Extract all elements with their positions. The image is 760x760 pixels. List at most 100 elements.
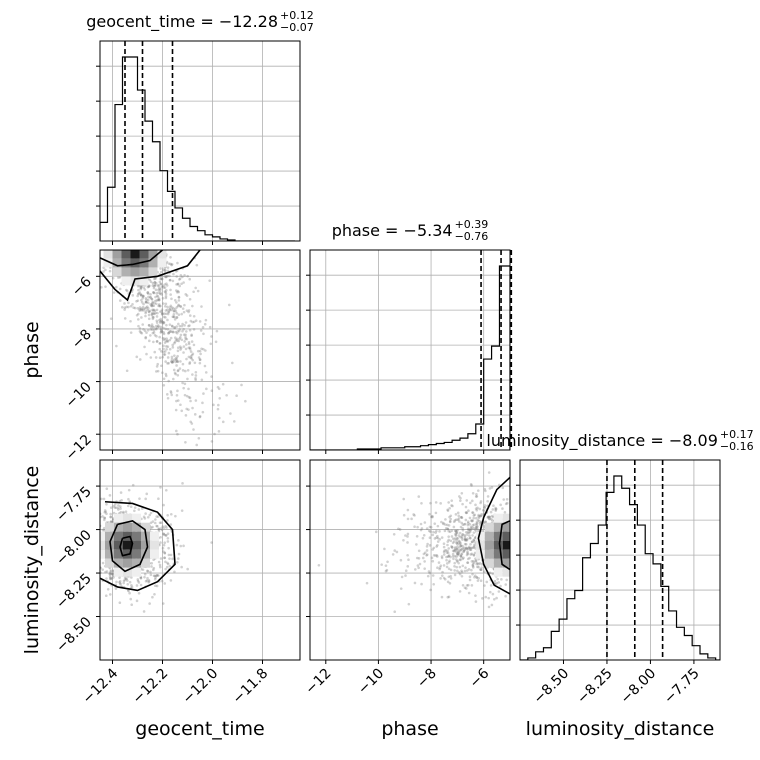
sample-point: [166, 308, 169, 312]
sample-point: [159, 350, 163, 353]
sample-point: [457, 541, 460, 545]
sample-point: [469, 501, 472, 505]
sample-point: [203, 322, 207, 326]
sample-point: [464, 505, 468, 509]
sample-point: [162, 321, 166, 325]
sample-point: [159, 557, 163, 560]
sample-point: [163, 275, 166, 278]
sample-point: [482, 509, 486, 512]
sample-point: [386, 560, 389, 564]
sample-point: [161, 284, 165, 288]
sample-point: [156, 283, 160, 287]
sample-point: [164, 316, 167, 319]
sample-point: [136, 318, 140, 321]
sample-point: [459, 542, 462, 545]
sample-point: [123, 317, 127, 320]
sample-point: [169, 288, 172, 292]
sample-point: [486, 499, 489, 503]
sample-point: [172, 309, 176, 313]
sample-point: [100, 285, 103, 289]
sample-point: [494, 507, 498, 511]
sample-point: [149, 280, 153, 284]
sample-point: [105, 512, 108, 516]
sample-point: [475, 520, 479, 524]
x-tick-label-geocent_time-1: −12.2: [130, 666, 172, 708]
sample-point: [159, 267, 162, 270]
sample-point: [104, 510, 108, 514]
sample-point: [177, 296, 181, 299]
sample-point: [165, 274, 168, 278]
y-tick-label-phase-0: −12: [63, 432, 95, 464]
sample-point: [160, 277, 164, 281]
density-cell: [113, 231, 122, 240]
sample-point: [187, 342, 191, 346]
sample-point: [164, 534, 168, 537]
sample-point: [158, 335, 161, 339]
sample-point: [469, 536, 472, 540]
sample-point: [109, 569, 113, 572]
sample-point: [434, 554, 437, 557]
sample-point: [471, 572, 474, 576]
sample-point: [198, 320, 202, 323]
sample-point: [188, 362, 191, 365]
sample-point: [184, 333, 187, 337]
sample-point: [477, 513, 480, 517]
sample-point: [391, 553, 395, 556]
sample-point: [194, 399, 198, 402]
sample-point: [172, 315, 175, 319]
sample-point: [155, 340, 159, 343]
sample-point: [443, 578, 447, 581]
sample-point: [459, 554, 463, 558]
sample-point: [497, 581, 500, 584]
sample-point: [108, 572, 112, 576]
sample-point: [195, 263, 199, 267]
sample-point: [108, 593, 112, 596]
sample-point: [456, 518, 460, 522]
sample-point: [189, 420, 192, 424]
sample-point: [469, 482, 473, 486]
sample-point: [109, 520, 113, 523]
sample-point: [174, 360, 177, 364]
sample-point: [167, 553, 171, 557]
sample-point: [158, 289, 162, 292]
sample-point: [157, 325, 160, 328]
sample-point: [479, 514, 482, 518]
sample-point: [457, 517, 461, 520]
density-cell: [131, 240, 140, 249]
sample-point: [110, 577, 114, 580]
density-cell: [502, 540, 510, 550]
sample-point: [263, 488, 266, 491]
sample-point: [182, 351, 185, 354]
sample-point: [459, 525, 463, 529]
sample-point: [137, 581, 141, 584]
sample-point: [136, 284, 140, 288]
sample-point: [147, 295, 150, 299]
sample-point: [152, 568, 155, 572]
sample-point: [415, 534, 419, 538]
sample-point: [105, 502, 108, 506]
sample-point: [447, 524, 451, 527]
sample-point: [464, 518, 468, 522]
sample-point: [210, 440, 214, 443]
sample-point: [104, 268, 107, 272]
sample-point: [443, 549, 446, 553]
sample-point: [153, 350, 157, 354]
sample-point: [468, 556, 471, 560]
pair-contents-1: [100, 482, 213, 613]
histogram-luminosity_distance: [520, 475, 720, 660]
sample-point: [155, 294, 159, 298]
sample-point: [168, 323, 172, 326]
sample-point: [438, 538, 442, 541]
sample-point: [119, 582, 122, 585]
sample-point: [140, 286, 143, 289]
density-cell: [132, 540, 141, 550]
sample-point: [475, 576, 479, 579]
sample-point: [173, 340, 177, 344]
sample-point: [380, 563, 383, 566]
sample-point: [169, 304, 173, 308]
sample-point: [460, 492, 464, 495]
sample-point: [125, 289, 129, 293]
sample-point: [158, 280, 162, 284]
sample-point: [471, 524, 475, 527]
density-cell: [121, 258, 131, 268]
